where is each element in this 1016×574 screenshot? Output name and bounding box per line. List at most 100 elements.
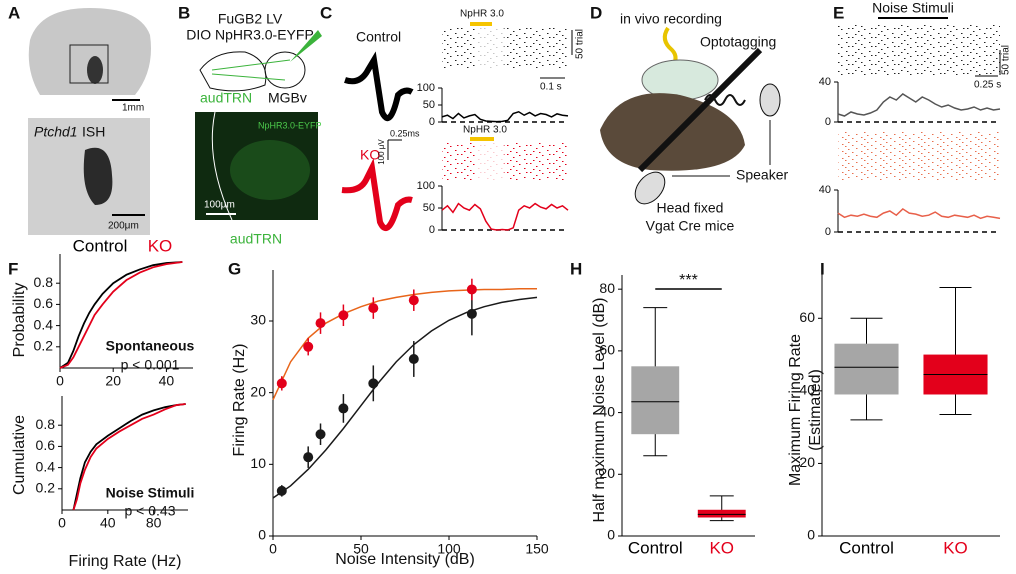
region-label: audTRN	[230, 231, 282, 247]
x-tick-label: 50	[353, 541, 369, 557]
y-axis-label: Firing Rate (Hz)	[231, 344, 248, 457]
significance: ***	[679, 272, 698, 289]
y-tick-label: 40	[599, 403, 615, 419]
light-bar	[470, 137, 494, 141]
annotation: Spontaneous	[106, 338, 195, 354]
scale-label: 0.25ms	[390, 128, 420, 138]
y-tick-label: 0	[825, 226, 831, 238]
cdf-line	[59, 261, 183, 369]
brain-outline	[199, 51, 267, 92]
y-tick-label: 0	[429, 224, 435, 236]
fit-curve	[272, 288, 537, 401]
y-tick-label: 50	[423, 202, 435, 214]
y-tick-label: 0.6	[36, 437, 56, 453]
data-point	[303, 452, 314, 463]
annotation: p < 0.43	[125, 503, 176, 519]
setup-label: Vgat Cre mice	[646, 218, 735, 234]
data-point	[338, 403, 349, 414]
panel-label: I	[820, 259, 825, 278]
y-tick-label: 0	[825, 116, 831, 128]
cdf-line	[59, 261, 183, 369]
raster	[442, 143, 568, 180]
x-tick-label: 80	[146, 515, 162, 531]
y-tick-label: 50	[423, 99, 435, 111]
region-label: audTRN	[200, 90, 252, 106]
light-label: NpHR 3.0	[463, 125, 507, 136]
box	[834, 343, 899, 395]
scale-bar	[387, 139, 402, 160]
ish-signal	[87, 56, 103, 84]
data-point	[315, 429, 326, 440]
panel-label: C	[320, 3, 332, 22]
y-tick-label: 30	[250, 312, 266, 328]
panel-label: G	[228, 259, 241, 278]
y-axis-label: Probability	[11, 283, 28, 358]
data-point	[368, 303, 379, 314]
setup-label: in vivo recording	[620, 11, 722, 27]
y-tick-label: 40	[819, 76, 831, 88]
cdf-line	[72, 403, 186, 511]
light-bar	[470, 22, 492, 26]
trace	[441, 202, 569, 231]
data-point	[338, 310, 349, 321]
setup-label: Speaker	[736, 167, 788, 183]
setup-label: Optotagging	[700, 34, 776, 50]
scale-label: 50 trial	[1001, 45, 1012, 75]
x-tick-label: 0	[56, 373, 64, 389]
y-axis-label: Maximum Firing Rate	[787, 334, 804, 486]
fluorescence	[230, 140, 310, 200]
data-point	[408, 353, 419, 364]
y-tick-label: 60	[599, 342, 615, 358]
inset-box	[69, 44, 109, 84]
panel-label: H	[570, 259, 582, 278]
x-tick-label: 20	[105, 373, 121, 389]
setup-label: Head fixed	[657, 200, 724, 216]
gene-label: Ptchd1	[34, 124, 78, 140]
y-axis-label: Cumulative	[11, 415, 28, 495]
cdf-line	[72, 403, 186, 511]
x-tick-label: 0	[58, 515, 66, 531]
gene-label: ISH	[82, 124, 105, 140]
panel-b: FuGB2 LV DIO NpHR3.0-EYFP audTRN MGBv Np…	[186, 11, 322, 247]
image-label: NpHR3.0-EYFP	[258, 120, 322, 130]
spike-waveform	[341, 158, 413, 232]
panel-label: E	[833, 3, 844, 22]
y-tick-label: 0.2	[36, 480, 56, 496]
y-tick-label: 0	[258, 527, 266, 543]
data-point	[276, 378, 287, 389]
legend-label: KO	[148, 236, 173, 255]
raster-silence	[476, 143, 504, 180]
x-tick-label: 100	[437, 541, 461, 557]
head-bar	[637, 47, 763, 173]
y-tick-label: 20	[799, 454, 815, 470]
y-tick-label: 0.6	[34, 295, 54, 311]
y-tick-label: 20	[250, 383, 266, 399]
y-tick-label: 40	[799, 382, 815, 398]
y-tick-label: 10	[250, 455, 266, 471]
y-tick-label: 40	[819, 184, 831, 196]
x-axis-label: Noise Intensity (dB)	[335, 551, 475, 568]
y-tick-label: 100	[417, 180, 435, 192]
y-tick-label: 0.4	[34, 316, 54, 332]
box	[631, 366, 680, 435]
vector-label: FuGB2 LV	[218, 11, 283, 27]
region-label: MGBv	[268, 90, 307, 106]
scale-label: 0.25 s	[974, 80, 1001, 91]
scale-label: 0.1 s	[540, 82, 562, 93]
panel-label: D	[590, 3, 602, 22]
projection	[211, 59, 291, 81]
annotation: p < 0.001	[121, 357, 180, 373]
panel-d: in vivo recording Optotagging Speaker He…	[600, 11, 788, 234]
x-tick-label: 150	[525, 541, 549, 557]
scale-label: 1mm	[122, 103, 144, 114]
mgb-outline	[264, 51, 306, 89]
trace	[837, 207, 1001, 220]
data-point	[466, 284, 477, 295]
group-label: Control	[356, 29, 401, 45]
scale-label: 50 trial	[575, 29, 586, 59]
panel-labels: A B C D E F G H I	[8, 3, 844, 278]
panel-e: Noise Stimuli 50 trial 0.25 s	[838, 0, 1012, 180]
panel-a: 1mm Ptchd1 ISH 200μm	[28, 8, 151, 235]
raster	[838, 132, 1000, 180]
y-tick-label: 80	[599, 280, 615, 296]
